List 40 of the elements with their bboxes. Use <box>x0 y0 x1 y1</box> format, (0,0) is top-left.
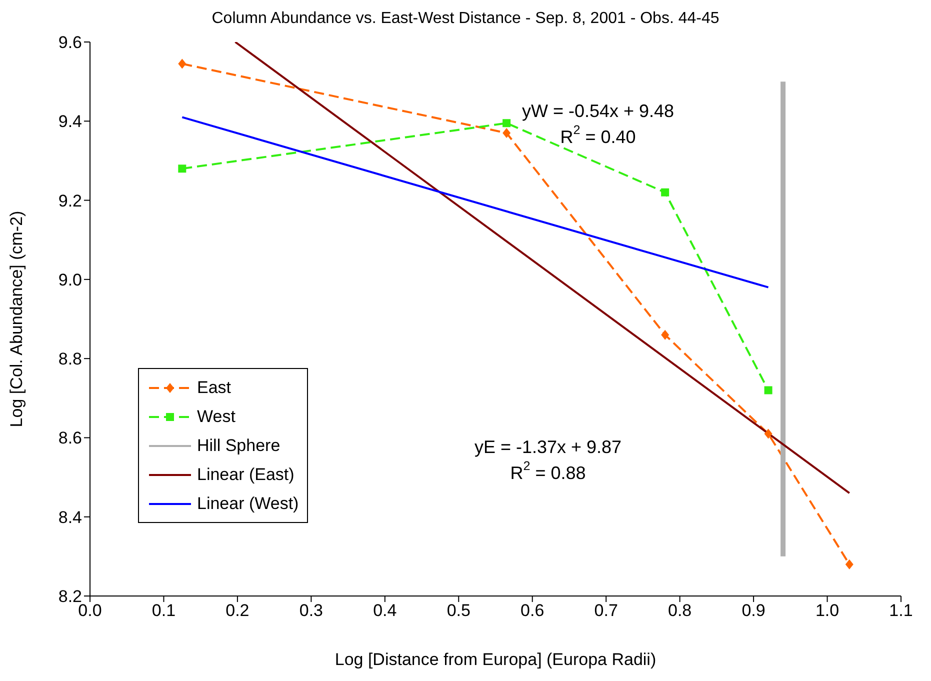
x-tick-label: 0.3 <box>299 601 323 620</box>
x-tick-label: 0.2 <box>226 601 250 620</box>
y-tick-label: 9.2 <box>58 191 82 210</box>
annotation: R$^{2}$ = 0.40 <box>560 123 636 147</box>
y-tick-label: 8.6 <box>58 428 82 448</box>
legend-label: East <box>197 378 232 398</box>
x-tick-label: 0.4 <box>373 601 397 620</box>
x-tick-label: 0.8 <box>668 601 692 620</box>
point <box>178 164 186 173</box>
annotation: yE = -1.37x + 9.87 <box>474 436 622 457</box>
x-tick-label: 0.9 <box>742 601 766 620</box>
x-tick-label: 0.6 <box>520 601 544 620</box>
y-tick-label: 9.0 <box>58 270 82 290</box>
x-tick-label: 0.7 <box>594 601 618 620</box>
point <box>502 128 511 138</box>
point <box>502 119 511 128</box>
annotation: R$^{2}$ = 0.88 <box>510 459 586 483</box>
x-axis-title: Log [Distance from Europa] (Europa Radii) <box>334 650 656 669</box>
chart-title: Column Abundance vs. East-West Distance - Sep. 8, 2001 - Obs. 44-45 <box>210 10 720 28</box>
point <box>764 386 772 394</box>
x-tick-label: 0.5 <box>446 601 470 620</box>
point <box>178 58 186 69</box>
point <box>661 330 670 340</box>
point <box>845 559 854 570</box>
x-tick-label: 0.0 <box>78 601 102 620</box>
point <box>661 188 670 196</box>
x-tick-label: 0.1 <box>152 601 176 620</box>
annotation: yW = -0.54x + 9.48 <box>522 100 674 121</box>
y-tick-label: 8.8 <box>58 350 82 369</box>
y-tick-label: 9.4 <box>58 112 82 132</box>
y-tick-label: 9.6 <box>58 33 82 52</box>
point <box>764 428 772 439</box>
legend-label: Linear (West) <box>197 494 299 514</box>
legend-label: Linear (East) <box>197 464 294 484</box>
x-tick-label: 1.1 <box>889 601 913 620</box>
y-axis-title: Log [Col. Abundance] (cm-2) <box>7 210 26 428</box>
legend-label: West <box>197 406 236 426</box>
legend-label: Hill Sphere <box>197 436 280 456</box>
x-tick-label: 1.0 <box>815 601 840 620</box>
y-tick-label: 8.4 <box>58 508 82 527</box>
